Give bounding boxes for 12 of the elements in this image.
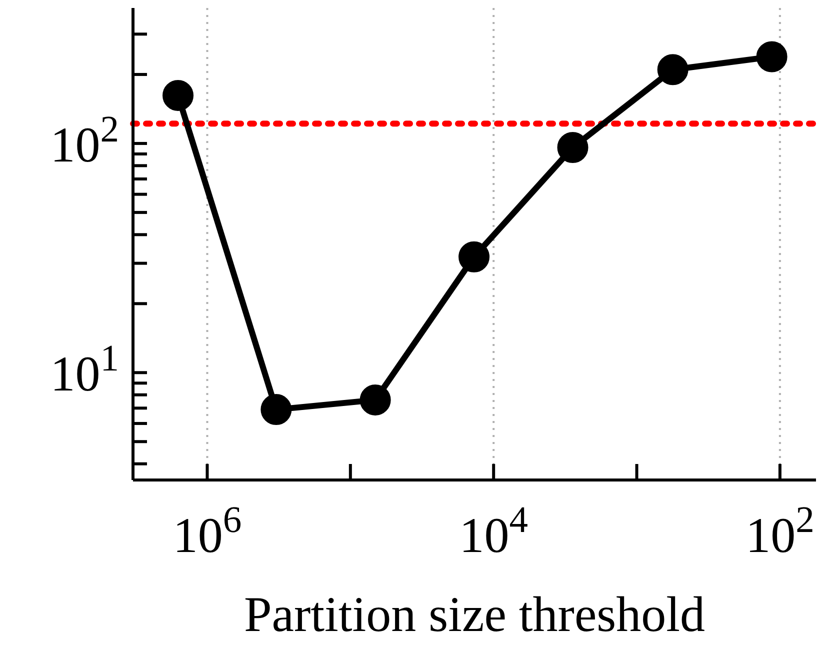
point [756, 41, 788, 72]
x-axis-title: Partition size threshold [244, 586, 706, 642]
point [260, 394, 292, 426]
x-tick-label: 10$^{2}$ [746, 500, 814, 563]
point [458, 241, 490, 272]
x-tick-label: 10$^{6}$ [172, 500, 242, 563]
x-tick-label: 10$^{4}$ [459, 500, 528, 563]
point [657, 54, 688, 86]
point [360, 384, 391, 416]
point [557, 132, 588, 164]
y-tick-label: 10$^{1}$ [50, 338, 119, 402]
point [162, 80, 194, 111]
